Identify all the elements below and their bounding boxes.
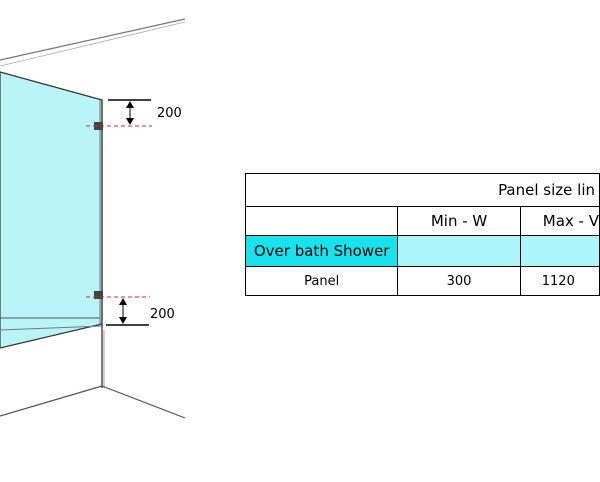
top-hinge — [94, 122, 103, 130]
table-header-row: Min - W Max - V — [244, 206, 600, 236]
ceiling-line — [0, 18, 186, 61]
row-max-w: 1120 — [519, 266, 600, 296]
bottom-dim-label: 200 — [150, 307, 175, 322]
row-label: Panel — [244, 266, 399, 296]
header-blank — [244, 206, 399, 236]
bottom-dim-arrow-down — [119, 317, 127, 324]
table-title-row: Panel size lin — [245, 173, 600, 207]
group-label: Over bath Shower — [244, 235, 399, 267]
group-cell-min — [397, 235, 521, 267]
bath-rim-lower — [0, 325, 103, 331]
floor-line — [101, 385, 186, 419]
header-max-w: Max - V — [519, 206, 600, 236]
bottom-hinge — [94, 291, 103, 299]
table-title: Panel size lin — [245, 173, 600, 207]
panel-size-table: Panel size lin Min - W Max - V Over bath… — [244, 173, 600, 296]
top-dim-arrow-down — [126, 118, 134, 125]
bath-front-left — [0, 385, 103, 417]
header-min-w: Min - W — [397, 206, 521, 236]
bottom-dim-arrow-up — [119, 298, 127, 305]
top-dim-arrow-up — [126, 101, 134, 108]
row-min-w: 300 — [397, 266, 521, 296]
glass-panel — [0, 71, 103, 349]
ceiling-line-inner — [0, 21, 186, 67]
top-dim-label: 200 — [157, 106, 182, 121]
group-cell-max — [519, 235, 600, 267]
table-group-row: Over bath Shower — [244, 235, 600, 267]
table-row: Panel 300 1120 — [244, 266, 600, 296]
